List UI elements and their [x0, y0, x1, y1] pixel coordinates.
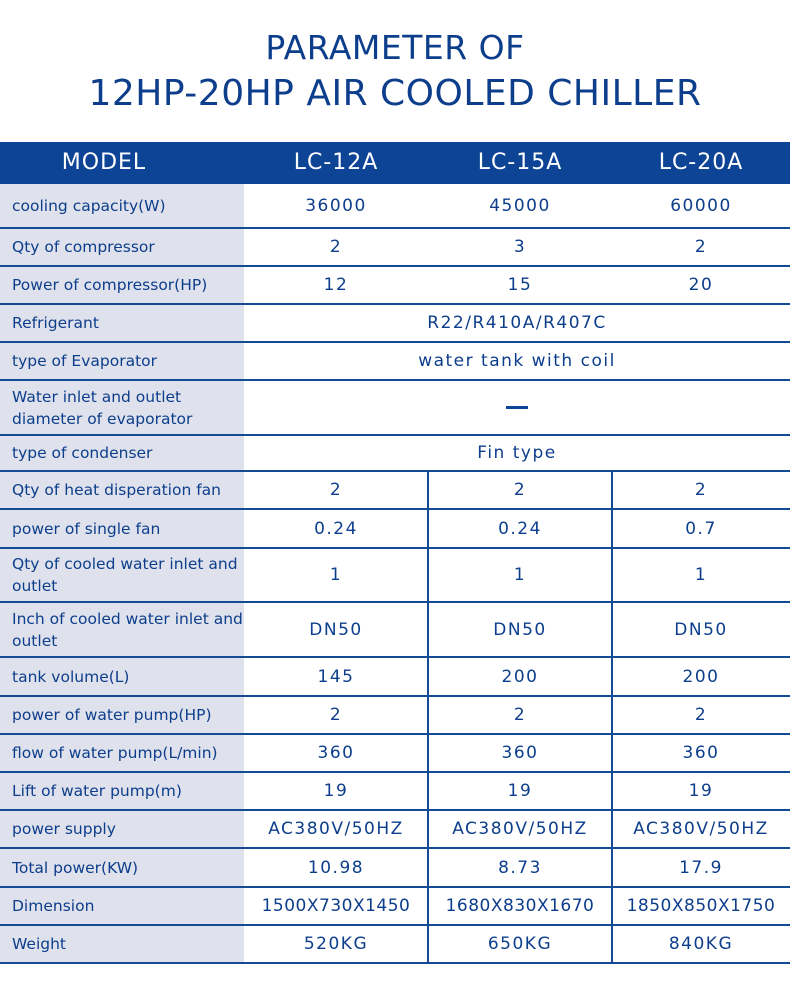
- table-row: Water inlet and outlet diameter of evapo…: [0, 381, 790, 436]
- row-label: cooling capacity(W): [0, 184, 244, 227]
- cell-lc-12a: 36000: [305, 195, 367, 216]
- row-label: Qty of compressor: [0, 229, 244, 265]
- cell-lc-12a: 12: [323, 275, 349, 295]
- table-row: flow of water pump(L/min) 360 360 360: [0, 735, 790, 773]
- page-title: PARAMETER OF 12HP-20HP AIR COOLED CHILLE…: [0, 26, 790, 118]
- cell-lc-20a: 17.9: [679, 857, 723, 878]
- cell-lc-15a: 45000: [489, 195, 551, 216]
- row-label: Total power(KW): [0, 849, 244, 886]
- cell-lc-12a: 1: [329, 565, 343, 585]
- header-model-lc-20a: LC-20A: [658, 150, 744, 175]
- row-label: Qty of heat disperation fan: [0, 472, 244, 508]
- row-label: type of Evaporator: [0, 343, 244, 379]
- cell-all-models: water tank with coil: [418, 351, 616, 371]
- title-line-1: PARAMETER OF: [265, 28, 525, 67]
- cell-lc-15a: 19: [507, 781, 533, 801]
- title-line-2: 12HP-20HP AIR COOLED CHILLER: [88, 73, 702, 114]
- row-label: Power of compressor(HP): [0, 267, 244, 303]
- cell-lc-12a: 520KG: [303, 934, 369, 954]
- cell-lc-12a: 2: [329, 705, 343, 725]
- cell-lc-20a: 20: [688, 275, 714, 295]
- cell-lc-15a: 1680X830X1670: [445, 896, 595, 916]
- row-label: flow of water pump(L/min): [0, 735, 244, 771]
- cell-lc-12a: AC380V/50HZ: [268, 819, 404, 839]
- cell-lc-12a: 1500X730X1450: [261, 896, 411, 916]
- row-label: Dimension: [0, 888, 244, 924]
- table-row: Inch of cooled water inlet and outlet DN…: [0, 603, 790, 658]
- table-row: Power of compressor(HP) 12 15 20: [0, 267, 790, 305]
- table-row: Lift of water pump(m) 19 19 19: [0, 773, 790, 811]
- table-row: power supply AC380V/50HZ AC380V/50HZ AC3…: [0, 811, 790, 849]
- cell-lc-15a: DN50: [493, 619, 547, 640]
- cell-lc-20a: 200: [682, 666, 720, 687]
- cell-lc-15a: 360: [501, 743, 539, 763]
- row-label: Qty of cooled water inlet and outlet: [0, 549, 244, 601]
- cell-lc-20a: 2: [694, 480, 708, 500]
- cell-lc-15a: 8.73: [498, 857, 542, 878]
- column-divider: [611, 472, 613, 964]
- cell-lc-15a: AC380V/50HZ: [452, 819, 588, 839]
- cell-lc-20a: DN50: [674, 619, 728, 640]
- cell-lc-20a: 360: [682, 743, 720, 763]
- cell-all-models: [244, 381, 790, 434]
- cell-lc-15a: 2: [513, 705, 527, 725]
- cell-lc-12a: 2: [329, 237, 343, 257]
- table-row: Qty of heat disperation fan 2 2 2: [0, 472, 790, 510]
- row-label: power supply: [0, 811, 244, 847]
- table-row: Qty of compressor 2 3 2: [0, 229, 790, 267]
- header-model-lc-15a: LC-15A: [477, 150, 563, 175]
- table-row: Qty of cooled water inlet and outlet 1 1…: [0, 549, 790, 603]
- row-label: Inch of cooled water inlet and outlet: [0, 603, 244, 656]
- table-row: power of water pump(HP) 2 2 2: [0, 697, 790, 735]
- cell-lc-12a: 360: [317, 743, 355, 763]
- cell-all-models: Fin type: [477, 443, 557, 463]
- table-row: cooling capacity(W) 36000 45000 60000: [0, 184, 790, 229]
- column-divider: [427, 472, 429, 964]
- cell-lc-12a: 145: [317, 666, 355, 687]
- cell-lc-12a: 2: [329, 480, 343, 500]
- row-label: type of condenser: [0, 436, 244, 470]
- row-label: tank volume(L): [0, 658, 244, 695]
- header-model-label: MODEL: [61, 150, 147, 175]
- cell-lc-12a: DN50: [309, 619, 363, 640]
- cell-lc-15a: 1: [513, 565, 527, 585]
- dash-not-applicable: [506, 406, 528, 409]
- cell-lc-12a: 10.98: [307, 857, 365, 878]
- row-label: Water inlet and outlet diameter of evapo…: [0, 381, 244, 434]
- cell-lc-15a: 2: [513, 480, 527, 500]
- row-label: power of water pump(HP): [0, 697, 244, 733]
- row-label: power of single fan: [0, 510, 244, 547]
- cell-lc-20a: 19: [688, 781, 714, 801]
- table-header: MODEL LC-12A LC-15A LC-20A: [0, 142, 790, 184]
- cell-lc-12a: 0.24: [314, 518, 358, 539]
- row-label: Refrigerant: [0, 305, 244, 341]
- cell-all-models: R22/R410A/R407C: [427, 313, 607, 333]
- cell-lc-15a: 200: [501, 666, 539, 687]
- header-model-lc-12a: LC-12A: [293, 150, 379, 175]
- table-row: type of Evaporator water tank with coil: [0, 343, 790, 381]
- table-row: power of single fan 0.24 0.24 0.7: [0, 510, 790, 549]
- row-label: Lift of water pump(m): [0, 773, 244, 809]
- cell-lc-15a: 3: [513, 237, 527, 257]
- cell-lc-15a: 0.24: [498, 518, 542, 539]
- cell-lc-20a: 0.7: [685, 518, 717, 539]
- cell-lc-20a: 840KG: [668, 934, 734, 954]
- cell-lc-15a: 15: [507, 275, 533, 295]
- table-row: tank volume(L) 145 200 200: [0, 658, 790, 697]
- table-row: type of condenser Fin type: [0, 436, 790, 472]
- cell-lc-15a: 650KG: [487, 934, 553, 954]
- table-row: Total power(KW) 10.98 8.73 17.9: [0, 849, 790, 888]
- row-label: Weight: [0, 926, 244, 962]
- cell-lc-20a: AC380V/50HZ: [633, 819, 769, 839]
- cell-lc-20a: 2: [694, 237, 708, 257]
- cell-lc-20a: 2: [694, 705, 708, 725]
- cell-lc-20a: 1850X850X1750: [626, 896, 776, 916]
- table-row: Dimension 1500X730X1450 1680X830X1670 18…: [0, 888, 790, 926]
- cell-lc-20a: 60000: [670, 195, 732, 216]
- cell-lc-20a: 1: [694, 565, 708, 585]
- cell-lc-12a: 19: [323, 781, 349, 801]
- table-row: Weight 520KG 650KG 840KG: [0, 926, 790, 964]
- table-row: Refrigerant R22/R410A/R407C: [0, 305, 790, 343]
